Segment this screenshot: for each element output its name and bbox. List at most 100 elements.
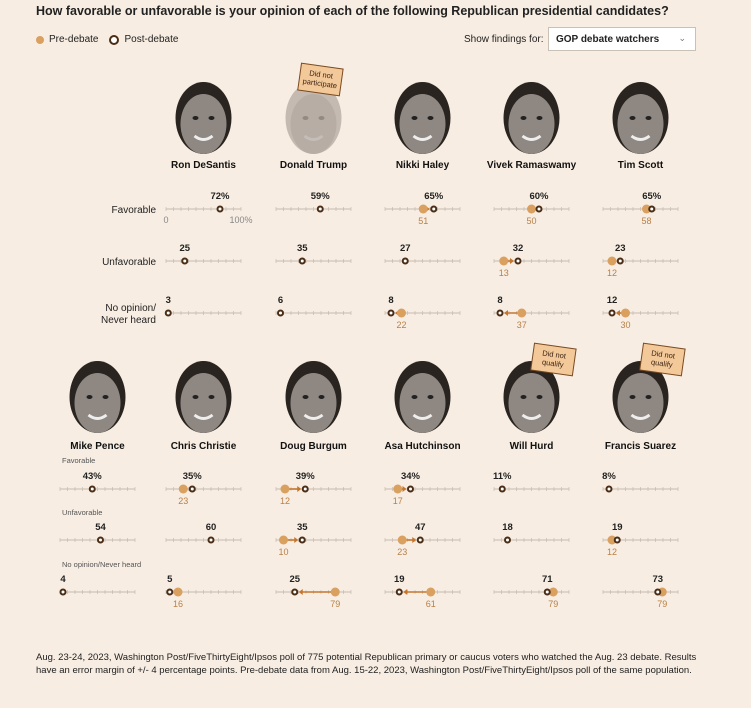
will-hurd-portrait [503, 361, 560, 433]
francis-suarez-unfav-pre-dot [607, 535, 617, 545]
doug-burgum-unfav-post-label: 35 [297, 522, 308, 533]
tim-scott-unfav-post-dot [616, 257, 624, 265]
filter-label: Show findings for: [464, 34, 544, 45]
footnote: Aug. 23-24, 2023, Washington Post/FiveTh… [36, 652, 697, 676]
chris-christie-noop-pre-label: 16 [173, 599, 183, 609]
asa-hutchinson-noop-post-label: 19 [394, 574, 405, 585]
tim-scott-portrait [612, 82, 669, 154]
doug-burgum-unfav-post-dot [298, 536, 306, 544]
nikki-haley-name: Nikki Haley [396, 160, 450, 171]
nikki-haley-fav-pre-dot [418, 204, 428, 214]
asa-hutchinson-fav-pre-label: 17 [393, 496, 403, 506]
chris-christie-noop-post-dot [166, 588, 174, 596]
vivek-ramaswamy-noop-arrowhead [504, 310, 508, 316]
nikki-haley-portrait [394, 82, 451, 154]
tim-scott-noop-pre-label: 30 [620, 320, 630, 330]
audience-select[interactable]: GOP debate watchers ⌄ [548, 27, 696, 51]
dot-plot-chart: Favorable Unfavorable No opinion/Never hea… [59, 62, 686, 609]
mike-pence-fav-post-label: 43% [83, 471, 103, 482]
doug-burgum-portrait [285, 361, 342, 433]
tim-scott-unfav-pre-label: 12 [607, 268, 617, 278]
vivek-ramaswamy-noop-post-label: 8 [497, 295, 502, 306]
post-debate-swatch [109, 34, 120, 45]
vivek-ramaswamy-unfav-arrowhead [510, 258, 514, 264]
tim-scott-name: Tim Scott [618, 160, 664, 171]
row-label: No opinion/ [105, 303, 156, 314]
row-label: Unfavorable [102, 257, 156, 268]
nikki-haley-noop-pre-label: 22 [396, 320, 406, 330]
will-hurd-noop-pre-label: 79 [548, 599, 558, 609]
doug-burgum-unfav-pre-label: 10 [278, 547, 288, 557]
nikki-haley-fav-post-label: 65% [424, 191, 444, 202]
will-hurd-unfav-post-label: 18 [502, 522, 513, 533]
ron-desantis-fav-post-label: 72% [210, 191, 230, 202]
will-hurd-name: Will Hurd [510, 441, 554, 452]
chris-christie-portrait [175, 361, 232, 433]
asa-hutchinson-noop-pre-dot [426, 587, 436, 597]
donald-trump-unfav-post-dot [298, 257, 306, 265]
doug-burgum-fav-pre-label: 12 [280, 496, 290, 506]
vivek-ramaswamy-unfav-pre-dot [499, 256, 509, 266]
doug-burgum-noop-post-label: 25 [289, 574, 300, 585]
chris-christie-fav-pre-label: 23 [178, 496, 188, 506]
pre-debate-swatch [36, 35, 44, 44]
francis-suarez-fav-post-dot [605, 485, 613, 493]
legend-pre-label: Pre-debate [49, 34, 99, 45]
donald-trump-noop-post-dot [277, 309, 284, 317]
doug-burgum-noop-arrowhead [298, 589, 303, 595]
donald-trump-portrait [285, 82, 342, 154]
tim-scott-fav-pre-label: 58 [641, 216, 651, 226]
row-label: Never heard [101, 315, 156, 326]
will-hurd-noop-post-dot [543, 588, 551, 596]
asa-hutchinson-noop-post-dot [395, 588, 403, 596]
asa-hutchinson-unfav-arrowhead [412, 537, 417, 543]
ron-desantis-name: Ron DeSantis [171, 160, 236, 171]
will-hurd-fav-post-dot [498, 485, 506, 493]
doug-burgum-name: Doug Burgum [280, 441, 347, 452]
row-label: Unfavorable [62, 508, 102, 517]
vivek-ramaswamy-portrait [503, 82, 560, 154]
asa-hutchinson-unfav-post-dot [416, 536, 424, 544]
francis-suarez-unfav-post-label: 19 [612, 522, 623, 533]
vivek-ramaswamy-name: Vivek Ramaswamy [487, 160, 577, 171]
vivek-ramaswamy-fav-pre-label: 50 [526, 216, 536, 226]
vivek-ramaswamy-noop-pre-dot [517, 308, 527, 318]
asa-hutchinson-fav-arrowhead [402, 486, 407, 492]
doug-burgum-noop-pre-label: 79 [330, 599, 340, 609]
francis-suarez-name: Francis Suarez [605, 441, 676, 452]
francis-suarez-portrait [612, 361, 669, 433]
chris-christie-noop-post-label: 5 [167, 574, 173, 585]
legend: Pre-debate Post-debate [36, 34, 178, 45]
francis-suarez-noop-post-label: 73 [652, 574, 663, 585]
chris-christie-name: Chris Christie [171, 441, 237, 452]
mike-pence-unfav-post-label: 54 [95, 522, 106, 533]
asa-hutchinson-name: Asa Hutchinson [384, 441, 460, 452]
chevron-down-icon: ⌄ [678, 33, 686, 43]
nikki-haley-fav-post-dot [430, 205, 438, 213]
vivek-ramaswamy-unfav-post-label: 32 [513, 243, 524, 254]
asa-hutchinson-unfav-pre-dot [397, 535, 407, 545]
asa-hutchinson-fav-post-label: 34% [401, 471, 421, 482]
svg-text:Did not: Did not [309, 68, 335, 80]
tim-scott-noop-post-label: 12 [607, 295, 618, 306]
nikki-haley-unfav-post-label: 27 [400, 243, 411, 254]
tim-scott-fav-pre-dot [642, 204, 651, 214]
audience-select-value: GOP debate watchers [556, 34, 660, 45]
donald-trump-fav-post-dot [316, 205, 324, 213]
vivek-ramaswamy-fav-post-label: 60% [529, 191, 549, 202]
doug-burgum-fav-pre-dot [280, 484, 290, 494]
mike-pence-noop-post-dot [59, 588, 67, 596]
doug-burgum-noop-pre-dot [330, 587, 340, 597]
axis-min-label: 0 [163, 215, 168, 225]
donald-trump-fav-post-label: 59% [311, 191, 331, 202]
francis-suarez-noop-pre-label: 79 [657, 599, 667, 609]
donald-trump-noop-post-label: 6 [278, 295, 283, 306]
chris-christie-unfav-post-label: 60 [206, 522, 217, 533]
svg-text:Did not: Did not [651, 348, 677, 360]
vivek-ramaswamy-unfav-pre-label: 13 [499, 268, 509, 278]
doug-burgum-fav-arrowhead [297, 486, 302, 492]
vivek-ramaswamy-fav-pre-dot [527, 204, 536, 214]
chris-christie-noop-pre-dot [173, 587, 183, 597]
